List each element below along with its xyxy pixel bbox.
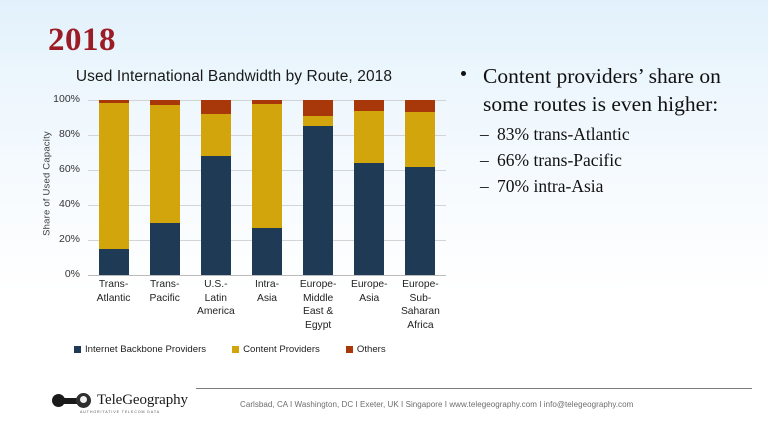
bar-segment[interactable]: [149, 100, 180, 106]
footer-divider: [196, 388, 752, 389]
chart-legend: Internet Backbone Providers Content Prov…: [74, 344, 386, 355]
bar-slot: [293, 100, 344, 275]
bar-segment[interactable]: [405, 167, 436, 275]
category-label: U.S.- Latin America: [196, 279, 235, 317]
legend-label: Content Providers: [243, 344, 320, 355]
bullet-sub-label: 70% intra-Asia: [497, 176, 604, 196]
bar-segment[interactable]: [303, 126, 334, 275]
bar-slot: [344, 100, 395, 275]
bullet-sub-item: –70% intra-Asia: [480, 173, 755, 199]
bar-slot: [190, 100, 241, 275]
bullet-primary-text: Content providers’ share on some routes …: [483, 64, 721, 116]
right-text-panel: Content providers’ share on some routes …: [455, 62, 755, 199]
bar-slot: [88, 100, 139, 275]
legend-swatch-icon: [345, 346, 353, 353]
ytick-label: 20%: [58, 233, 80, 245]
bar-segment[interactable]: [303, 100, 334, 116]
bullet-sub-list: –83% trans-Atlantic –66% trans-Pacific –70…: [455, 121, 755, 199]
dash-icon: –: [480, 124, 489, 144]
chart-plot-area: 100% 80% 60% 40% 20% 0%: [14, 93, 454, 280]
stacked-bar[interactable]: [200, 100, 231, 275]
bullet-sub-label: 83% trans-Atlantic: [497, 124, 630, 144]
page-title: 2018: [48, 22, 116, 58]
bar-segment[interactable]: [98, 248, 129, 275]
bar-segment[interactable]: [149, 222, 180, 275]
ytick-label: 40%: [58, 198, 80, 210]
bandwidth-chart: Used International Bandwidth by Route, 2…: [14, 68, 454, 368]
footer-contact-text: Carlsbad, CA I Washington, DC I Exeter, …: [240, 400, 634, 409]
legend-item-others: Others: [345, 344, 386, 355]
bar-slot: [242, 100, 293, 275]
stacked-bar[interactable]: [405, 100, 436, 275]
bar-slot: [139, 100, 190, 275]
bar-segment[interactable]: [354, 163, 385, 275]
bullet-sub-item: –66% trans-Pacific: [480, 147, 755, 173]
stacked-bar[interactable]: [354, 100, 385, 275]
chart-category-labels: Trans- Atlantic Trans- Pacific U.S.- Latin Ame…: [88, 278, 446, 332]
ytick-label: 0%: [64, 268, 80, 280]
bar-segment[interactable]: [405, 112, 436, 168]
logo-tagline: AUTHORITATIVE TELECOM DATA: [79, 410, 160, 414]
legend-swatch-icon: [74, 346, 81, 353]
chart-title: Used International Bandwidth by Route, 2…: [75, 68, 393, 85]
legend-item-content: Content Providers: [232, 344, 320, 355]
bullet-sub-item: –83% trans-Atlantic: [480, 121, 755, 147]
legend-swatch-icon: [232, 346, 240, 353]
binoculars-logo-icon: [52, 393, 92, 408]
stacked-bar[interactable]: [149, 100, 180, 275]
category-label: Europe- Middle East & Egypt: [299, 279, 337, 331]
bullet-primary: Content providers’ share on some routes …: [455, 62, 755, 118]
bar-segment[interactable]: [354, 100, 385, 112]
bar-segment[interactable]: [98, 100, 129, 103]
bar-segment[interactable]: [251, 104, 282, 228]
bar-segment[interactable]: [303, 115, 334, 127]
bar-segment[interactable]: [200, 100, 231, 114]
bar-segment[interactable]: [354, 111, 385, 163]
stacked-bar[interactable]: [303, 100, 334, 275]
dash-icon: –: [480, 150, 489, 170]
legend-label: Internet Backbone Providers: [85, 344, 207, 355]
axis-baseline: [88, 275, 446, 276]
category-label: Europe- Sub- Saharan Africa: [400, 279, 440, 331]
bar-segment[interactable]: [200, 156, 231, 275]
ytick-label: 60%: [58, 163, 80, 175]
bar-segment[interactable]: [200, 114, 231, 156]
dash-icon: –: [480, 176, 489, 196]
bar-segment[interactable]: [251, 227, 282, 275]
legend-item-backbone: Internet Backbone Providers: [74, 344, 206, 355]
bar-segment[interactable]: [405, 100, 436, 113]
telegeography-logo: TeleGeography AUTHORITATIVE TELECOM DATA: [52, 392, 188, 414]
logo-wordmark: TeleGeography: [97, 392, 188, 408]
category-label: Trans- Pacific: [149, 279, 180, 304]
category-label: Europe- Asia: [350, 279, 388, 304]
bar-segment[interactable]: [149, 105, 180, 223]
ytick-label: 80%: [58, 128, 80, 140]
bar-segment[interactable]: [98, 102, 129, 249]
chart-bars: [88, 100, 446, 275]
legend-label: Others: [356, 344, 386, 355]
category-label: Trans- Atlantic: [96, 279, 131, 304]
logo-row: TeleGeography: [52, 392, 188, 409]
bullet-sub-label: 66% trans-Pacific: [497, 150, 622, 170]
bullet-dot-icon: [461, 71, 466, 76]
bar-segment[interactable]: [251, 100, 282, 105]
bar-slot: [395, 100, 446, 275]
stacked-bar[interactable]: [98, 100, 129, 275]
category-label: Intra- Asia: [254, 279, 280, 304]
ytick-label: 100%: [53, 93, 80, 105]
stacked-bar[interactable]: [251, 100, 282, 275]
